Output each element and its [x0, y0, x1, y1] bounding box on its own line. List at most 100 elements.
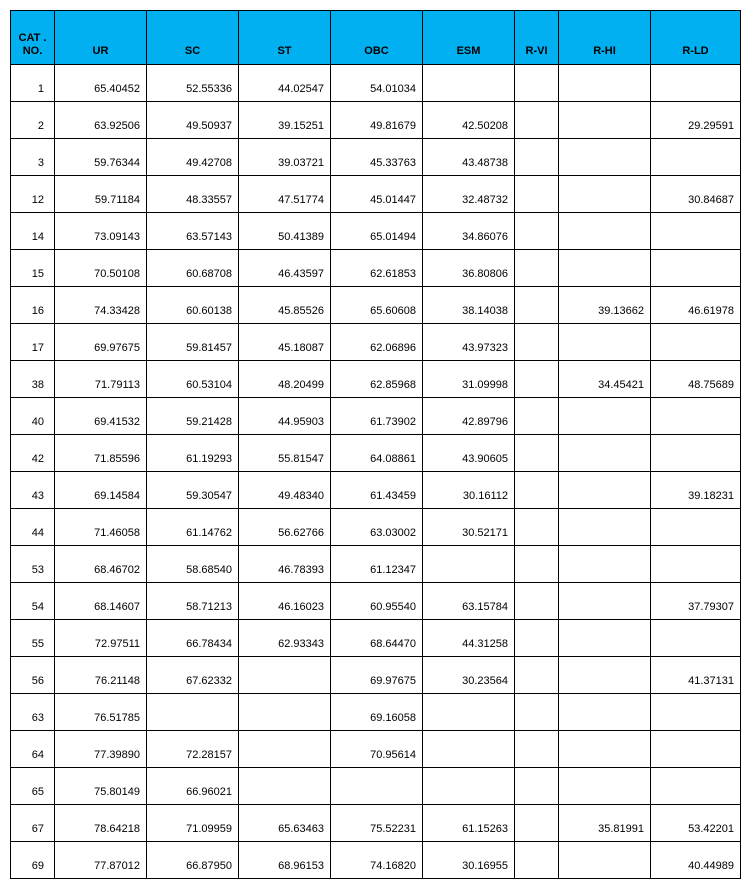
- cell-st: 46.16023: [239, 583, 331, 620]
- cell-esm: [423, 65, 515, 102]
- cell-cat: 40: [11, 398, 55, 435]
- cell-rld: 48.75689: [651, 361, 741, 398]
- cell-cat: 55: [11, 620, 55, 657]
- table-row: 4069.4153259.2142844.9590361.7390242.897…: [11, 398, 741, 435]
- cell-rvi: [515, 509, 559, 546]
- cell-sc: 49.42708: [147, 139, 239, 176]
- cell-obc: 63.03002: [331, 509, 423, 546]
- cell-esm: [423, 731, 515, 768]
- cell-obc: 62.61853: [331, 250, 423, 287]
- cell-obc: 69.97675: [331, 657, 423, 694]
- cell-rvi: [515, 398, 559, 435]
- col-header-rhi: R-HI: [559, 11, 651, 65]
- cell-ur: 59.71184: [55, 176, 147, 213]
- cell-rld: [651, 620, 741, 657]
- cell-st: 47.51774: [239, 176, 331, 213]
- cell-rvi: [515, 250, 559, 287]
- cell-sc: 63.57143: [147, 213, 239, 250]
- cell-obc: 60.95540: [331, 583, 423, 620]
- cell-obc: 68.64470: [331, 620, 423, 657]
- cell-st: 44.95903: [239, 398, 331, 435]
- cell-ur: 70.50108: [55, 250, 147, 287]
- col-header-esm: ESM: [423, 11, 515, 65]
- cell-obc: [331, 768, 423, 805]
- cell-rvi: [515, 472, 559, 509]
- cell-esm: 43.97323: [423, 324, 515, 361]
- cell-esm: 43.90605: [423, 435, 515, 472]
- cell-rvi: [515, 583, 559, 620]
- cell-sc: 52.55336: [147, 65, 239, 102]
- col-header-rvi: R-VI: [515, 11, 559, 65]
- cell-cat: 16: [11, 287, 55, 324]
- cell-ur: 76.21148: [55, 657, 147, 694]
- cell-sc: 61.14762: [147, 509, 239, 546]
- cell-st: [239, 694, 331, 731]
- cell-cat: 43: [11, 472, 55, 509]
- cell-esm: 30.52171: [423, 509, 515, 546]
- cell-cat: 15: [11, 250, 55, 287]
- cell-ur: 65.40452: [55, 65, 147, 102]
- table-row: 359.7634449.4270839.0372145.3376343.4873…: [11, 139, 741, 176]
- cell-esm: 61.15263: [423, 805, 515, 842]
- cell-st: [239, 768, 331, 805]
- cell-ur: 75.80149: [55, 768, 147, 805]
- table-row: 1674.3342860.6013845.8552665.6060838.140…: [11, 287, 741, 324]
- cell-st: 45.18087: [239, 324, 331, 361]
- cell-esm: [423, 768, 515, 805]
- cell-sc: [147, 694, 239, 731]
- cell-obc: 61.12347: [331, 546, 423, 583]
- cell-sc: 66.78434: [147, 620, 239, 657]
- cell-st: 45.85526: [239, 287, 331, 324]
- cell-rld: [651, 139, 741, 176]
- cell-rhi: [559, 398, 651, 435]
- cell-sc: 67.62332: [147, 657, 239, 694]
- cell-esm: 43.48738: [423, 139, 515, 176]
- cell-rvi: [515, 842, 559, 879]
- cell-esm: 63.15784: [423, 583, 515, 620]
- cell-ur: 72.97511: [55, 620, 147, 657]
- cell-st: 68.96153: [239, 842, 331, 879]
- cell-rhi: [559, 139, 651, 176]
- cell-cat: 3: [11, 139, 55, 176]
- cell-ur: 68.46702: [55, 546, 147, 583]
- cell-rhi: [559, 65, 651, 102]
- cell-rvi: [515, 176, 559, 213]
- col-header-rld: R-LD: [651, 11, 741, 65]
- cutoff-table: CAT . NO. UR SC ST OBC ESM R-VI R-HI R-L…: [10, 10, 741, 879]
- cell-cat: 53: [11, 546, 55, 583]
- cell-esm: 30.16955: [423, 842, 515, 879]
- cell-cat: 69: [11, 842, 55, 879]
- cell-esm: 42.50208: [423, 102, 515, 139]
- cell-obc: 45.01447: [331, 176, 423, 213]
- cell-sc: 48.33557: [147, 176, 239, 213]
- cell-sc: 72.28157: [147, 731, 239, 768]
- cell-rvi: [515, 139, 559, 176]
- cell-rld: [651, 324, 741, 361]
- table-row: 6977.8701266.8795068.9615374.1682030.169…: [11, 842, 741, 879]
- cell-rhi: [559, 583, 651, 620]
- cell-rld: [651, 546, 741, 583]
- cell-sc: 71.09959: [147, 805, 239, 842]
- cell-cat: 14: [11, 213, 55, 250]
- cell-rhi: 35.81991: [559, 805, 651, 842]
- cell-esm: 30.16112: [423, 472, 515, 509]
- cell-rhi: 34.45421: [559, 361, 651, 398]
- cell-esm: 32.48732: [423, 176, 515, 213]
- cell-cat: 2: [11, 102, 55, 139]
- cell-sc: 58.71213: [147, 583, 239, 620]
- cell-sc: 60.53104: [147, 361, 239, 398]
- cell-esm: 36.80806: [423, 250, 515, 287]
- cell-cat: 12: [11, 176, 55, 213]
- cell-sc: 49.50937: [147, 102, 239, 139]
- cell-esm: 38.14038: [423, 287, 515, 324]
- table-row: 6477.3989072.2815770.95614: [11, 731, 741, 768]
- table-row: 1570.5010860.6870846.4359762.6185336.808…: [11, 250, 741, 287]
- table-row: 6376.5178569.16058: [11, 694, 741, 731]
- table-row: 6778.6421871.0995965.6346375.5223161.152…: [11, 805, 741, 842]
- cell-rld: 39.18231: [651, 472, 741, 509]
- cell-rld: [651, 398, 741, 435]
- cell-rvi: [515, 213, 559, 250]
- table-row: 1473.0914363.5714350.4138965.0149434.860…: [11, 213, 741, 250]
- cell-rvi: [515, 694, 559, 731]
- cell-rhi: [559, 213, 651, 250]
